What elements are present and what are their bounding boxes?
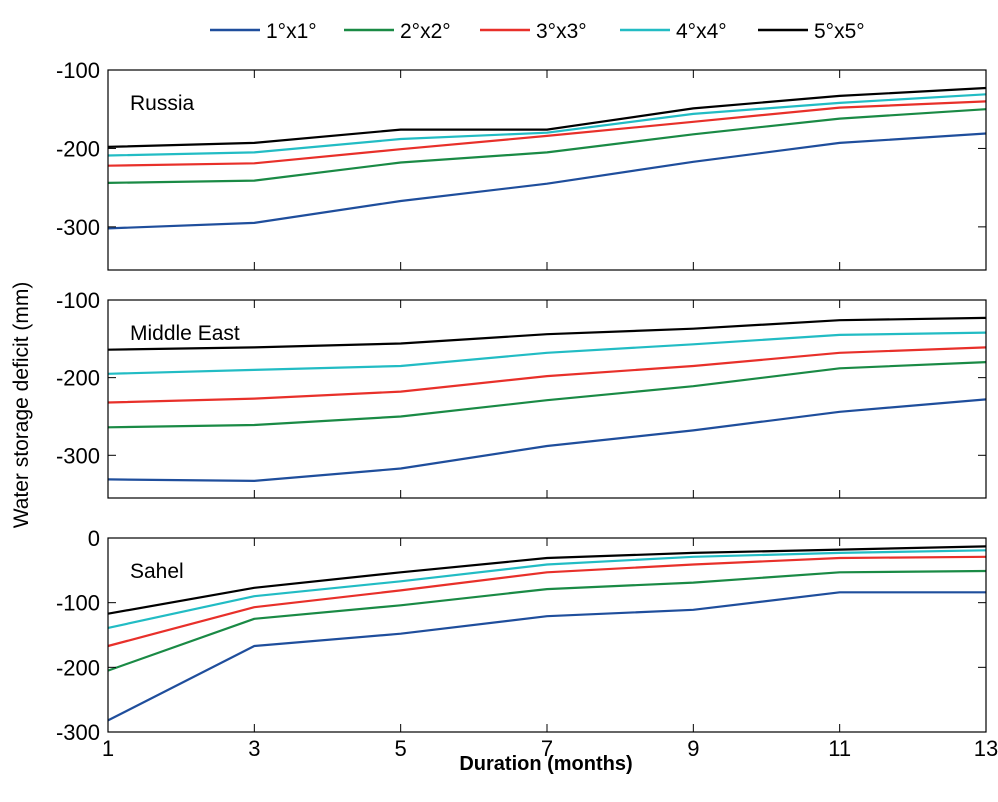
y-tick-label: -100: [56, 591, 100, 616]
y-tick-label: -300: [56, 443, 100, 468]
y-tick-label: -200: [56, 655, 100, 680]
x-tick-labels: 1 3 5 7 9 11 13: [102, 736, 998, 761]
panel-title: Russia: [130, 92, 195, 115]
x-tick-label: 11: [828, 736, 851, 761]
series-line: [107, 93, 987, 157]
series-line: [107, 591, 986, 722]
legend-label: 2°x2°: [400, 20, 451, 43]
x-tick-label: 9: [687, 736, 699, 761]
series-line: [107, 569, 987, 672]
legend-label: 1°x1°: [266, 20, 317, 43]
legend-item: 4°x4°: [620, 20, 727, 43]
panels: -100 -200 -300 Russia -100 -200 -300 Middle Eas…: [56, 58, 998, 761]
series-line: [107, 361, 987, 429]
legend-label: 5°x5°: [814, 20, 865, 43]
panel-frame: [107, 537, 987, 733]
panel-title: Sahel: [130, 560, 184, 583]
panel-sahel: 0 -100 -200 -300 Sahel: [56, 526, 987, 745]
panel-russia: -100 -200 -300 Russia: [56, 58, 987, 271]
y-tick-label: -200: [56, 366, 100, 391]
legend-label: 4°x4°: [676, 20, 727, 43]
y-tick-label: 0: [88, 526, 100, 551]
series-line: [107, 555, 987, 648]
y-tick-label: -200: [56, 136, 100, 161]
x-tick-label: 13: [974, 736, 998, 761]
legend-item: 1°x1°: [210, 20, 317, 43]
legend: 1°x1° 2°x2° 3°x3° 4°x4° 5°x5°: [210, 20, 865, 43]
y-tick-label: -100: [56, 288, 100, 313]
x-axis-title: Duration (months): [459, 753, 632, 775]
series-line: [107, 316, 987, 351]
series-line: [107, 549, 987, 629]
series-line: [107, 132, 987, 230]
series-line: [107, 100, 987, 167]
series-line: [107, 545, 987, 615]
series-line: [107, 331, 987, 375]
panel-title: Middle East: [130, 322, 240, 345]
series-line: [107, 108, 987, 184]
legend-item: 3°x3°: [480, 20, 587, 43]
panel-middle-east: -100 -200 -300 Middle East: [56, 288, 987, 499]
series-line: [107, 346, 987, 404]
legend-item: 5°x5°: [758, 20, 865, 43]
x-tick-label: 1: [102, 736, 114, 761]
y-tick-label: -300: [56, 720, 100, 745]
y-tick-label: -100: [56, 58, 100, 83]
legend-label: 3°x3°: [536, 20, 587, 43]
x-tick-label: 7: [541, 736, 553, 761]
panel-frame: [107, 69, 987, 271]
series-line: [107, 398, 987, 482]
x-tick-label: 3: [248, 736, 260, 761]
series-line: [107, 86, 987, 148]
x-tick-label: 5: [395, 736, 407, 761]
y-tick-label: -300: [56, 215, 100, 240]
legend-item: 2°x2°: [344, 20, 451, 43]
y-axis-title: Water storage deficit (mm): [10, 282, 33, 529]
